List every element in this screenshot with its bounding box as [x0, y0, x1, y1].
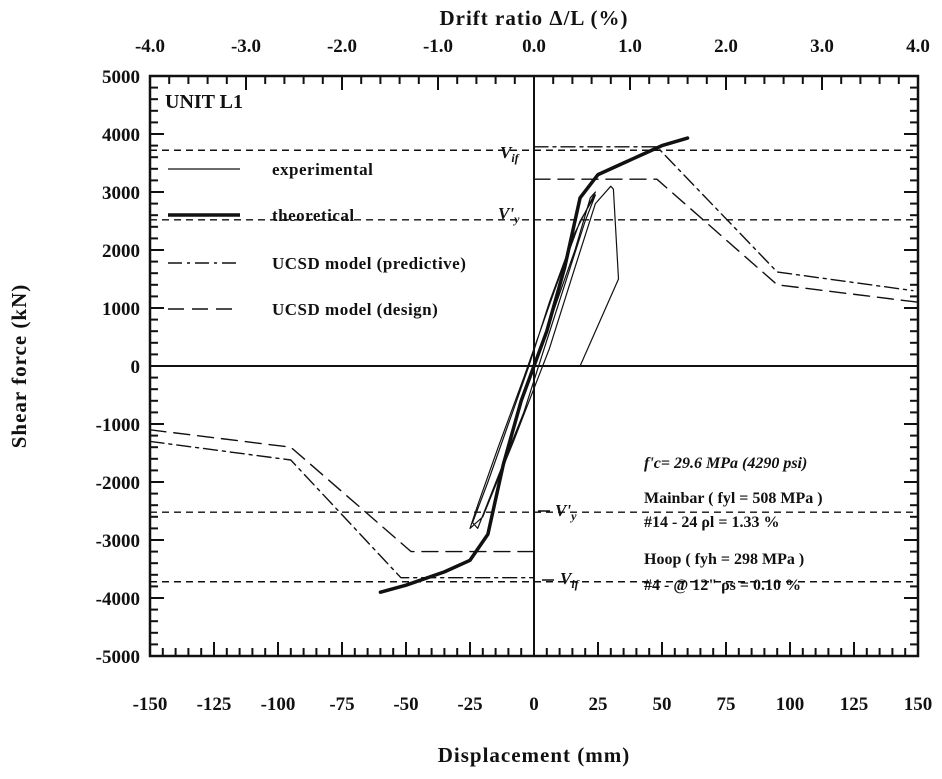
x-tick-label: 100: [776, 694, 805, 715]
x-tick-label: -50: [393, 694, 418, 715]
y-tick-label: 5000: [102, 67, 140, 88]
y-tick-label: 0: [131, 357, 141, 378]
x2-tick-label: 2.0: [714, 36, 738, 57]
y-tick-label: 3000: [102, 183, 140, 204]
x-tick-label: 0: [529, 694, 539, 715]
legend-label-design: UCSD model (design): [272, 300, 438, 319]
x-tick-label: 50: [653, 694, 672, 715]
x-tick-label: -75: [329, 694, 354, 715]
vy-bottom-label: V'y: [555, 501, 577, 523]
legend-label-predictive: UCSD model (predictive): [272, 254, 466, 273]
annotation-fc: f'c= 29.6 MPa (4290 psi): [644, 455, 807, 472]
y-tick-label: -2000: [96, 473, 140, 494]
series-long-dash: [533, 178, 918, 303]
series-layer: [150, 136, 918, 594]
x-axis-title: Displacement (mm): [438, 743, 631, 767]
vy-top-label: V'y: [498, 204, 520, 226]
x-tick-label: -25: [457, 694, 482, 715]
y-tick-label: 2000: [102, 241, 140, 262]
x2-tick-label: -3.0: [231, 36, 261, 57]
x-tick-label: 75: [717, 694, 736, 715]
unit-label: UNIT L1: [165, 91, 243, 113]
y-tick-label: -3000: [96, 531, 140, 552]
x-tick-label: -150: [133, 694, 168, 715]
annotation-hoop: Hoop ( fyh = 298 MPa ): [644, 551, 804, 568]
series-long-dash: [150, 429, 535, 553]
x2-tick-label: -1.0: [423, 36, 453, 57]
annotation-mainbar: Mainbar ( fyl = 508 MPa ): [644, 490, 823, 507]
x2-axis-title: Drift ratio Δ/L (%): [439, 6, 628, 30]
annotation-hoop-detail: #4 - @ 12" ρs = 0.10 %: [644, 577, 801, 594]
vif-top-label: Vif: [500, 143, 520, 165]
y-tick-label: 4000: [102, 125, 140, 146]
vif-bottom-label: Vif: [560, 569, 580, 591]
ticks-layer: -150 -125 -100 -75 -50 -25 0 25 50 75 100 125 150 -4.…: [96, 36, 933, 715]
legend: experimental theoretical UCSD model (pre…: [168, 160, 466, 319]
x2-tick-label: -2.0: [327, 36, 357, 57]
x-tick-label: 125: [840, 694, 869, 715]
series-thin-solid: [469, 185, 620, 530]
x-tick-label: 25: [589, 694, 608, 715]
legend-label-theoretical: theoretical: [272, 206, 355, 225]
legend-label-experimental: experimental: [272, 160, 373, 179]
x2-tick-label: -4.0: [135, 36, 165, 57]
annotation-mainbar-detail: #14 - 24 ρl = 1.33 %: [644, 514, 779, 531]
y-tick-label: -5000: [96, 647, 140, 668]
x2-tick-label: 0.0: [522, 36, 546, 57]
x-tick-label: 150: [904, 694, 933, 715]
y-tick-label: -4000: [96, 589, 140, 610]
y-tick-label: -1000: [96, 415, 140, 436]
reference-lines: [150, 149, 918, 583]
y-axis-title: Shear force (kN): [7, 284, 31, 449]
x-tick-label: -125: [197, 694, 232, 715]
x-tick-label: -100: [261, 694, 296, 715]
y-tick-label: 1000: [102, 299, 140, 320]
x2-tick-label: 1.0: [618, 36, 642, 57]
x2-tick-label: 4.0: [906, 36, 930, 57]
x2-tick-label: 3.0: [810, 36, 834, 57]
series-dash-dot: [150, 440, 535, 579]
